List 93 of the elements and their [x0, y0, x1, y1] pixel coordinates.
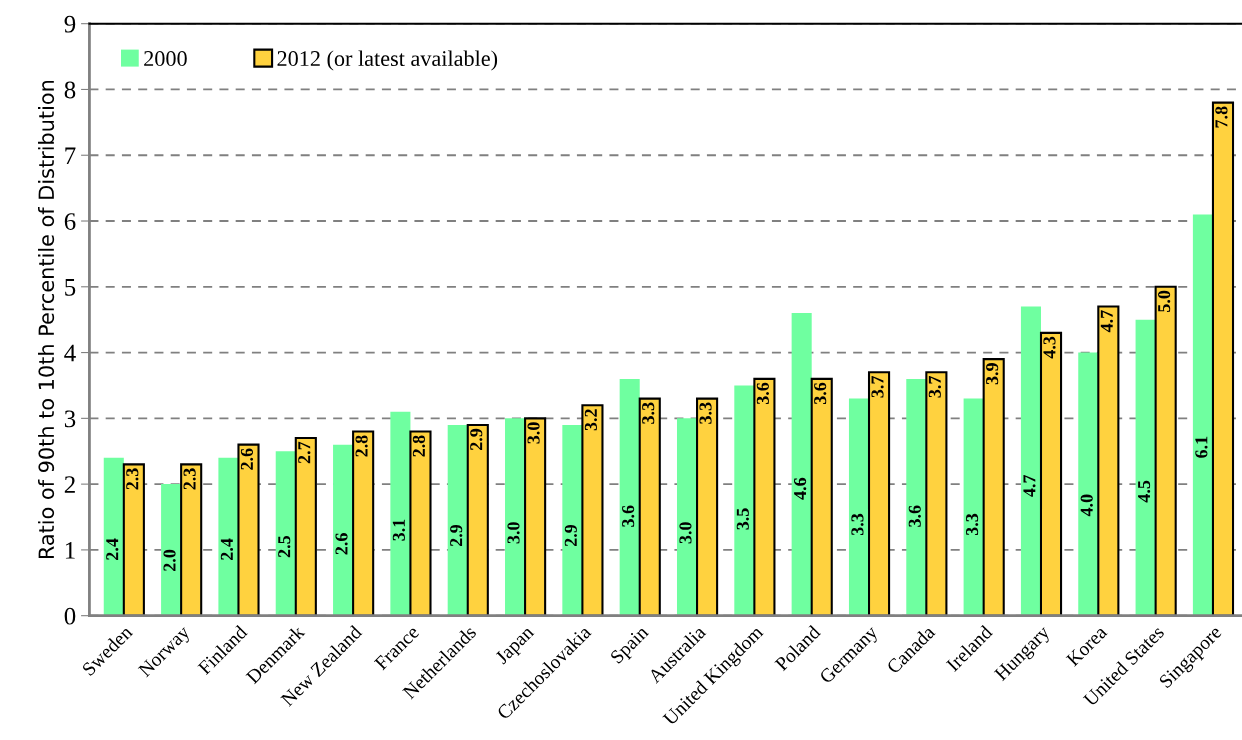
bar [1097, 305, 1120, 616]
data-label: 3.3 [966, 513, 979, 536]
y-tick-label: 1 [65, 542, 75, 559]
data-label: 2.7 [298, 441, 311, 464]
bar [103, 457, 124, 616]
data-label: 4.3 [1043, 336, 1056, 359]
data-label: 2.3 [126, 468, 139, 490]
data-label: 4.0 [1080, 494, 1093, 517]
data-label: 3.6 [622, 505, 635, 527]
data-label: 4.7 [1023, 474, 1036, 497]
data-label: 2.9 [470, 428, 483, 451]
bar [1154, 285, 1177, 616]
bar [963, 398, 984, 616]
data-label: 2.4 [106, 538, 119, 560]
data-label: 2.3 [183, 468, 196, 490]
bar [619, 378, 640, 616]
data-label: 3.7 [871, 376, 884, 398]
bar [734, 385, 755, 616]
bar [524, 417, 547, 616]
data-label: 3.0 [679, 522, 692, 544]
data-label: 3.6 [756, 382, 769, 405]
bar [237, 443, 260, 616]
bar [1192, 214, 1213, 616]
bar [906, 378, 927, 616]
data-label: 7.8 [1215, 106, 1228, 128]
bar [161, 484, 182, 616]
bar [275, 451, 296, 616]
bar [1078, 352, 1099, 616]
bar [867, 371, 891, 616]
bar [409, 430, 432, 616]
y-tick-label: 4 [64, 344, 76, 362]
bar [848, 398, 870, 616]
data-label: 2.9 [564, 524, 577, 547]
bar [581, 404, 604, 616]
data-label: 3.0 [507, 522, 520, 544]
data-label: 3.3 [642, 402, 655, 424]
data-label: 2.0 [163, 549, 176, 571]
bar [218, 457, 239, 616]
data-label: 3.5 [736, 508, 749, 530]
bar [1135, 319, 1156, 616]
data-label: 3.3 [851, 513, 864, 536]
data-label: 3.2 [584, 409, 598, 431]
data-label: 2.6 [335, 533, 348, 555]
bar [562, 424, 583, 616]
data-label: 3.7 [928, 376, 941, 398]
y-tick-label: 6 [64, 213, 76, 230]
y-tick-label: 9 [64, 15, 76, 33]
legend-label: 2012 (or latest available) [277, 50, 498, 71]
y-tick-label: 3 [64, 410, 76, 428]
y-tick-label: 5 [65, 279, 76, 296]
data-label: 3.9 [986, 363, 999, 385]
data-label: 6.1 [1195, 436, 1208, 458]
data-label: 5.0 [1158, 290, 1171, 312]
bar [466, 423, 489, 616]
y-axis-title: Ratio of 90th to 10th Percentile of Distribution [38, 80, 55, 559]
bar [294, 437, 317, 616]
bar [925, 371, 948, 616]
bar [696, 397, 719, 616]
data-label: 2.9 [450, 524, 463, 547]
bar [753, 377, 776, 616]
y-tick-label: 2 [64, 476, 75, 493]
data-label: 3.0 [527, 422, 540, 444]
legend-label: 2000 [144, 51, 187, 67]
data-label: 2.6 [240, 448, 254, 470]
bar [1020, 306, 1041, 616]
bar [333, 444, 354, 616]
y-tick-label: 8 [64, 81, 76, 99]
data-label: 4.6 [794, 477, 807, 500]
data-label: 3.6 [908, 505, 921, 527]
bar [1039, 331, 1063, 616]
bar [447, 424, 468, 616]
bar [810, 377, 833, 616]
data-label: 2.4 [220, 538, 234, 560]
bar [180, 463, 203, 616]
bar [505, 418, 526, 616]
bar [791, 313, 812, 616]
data-label: 4.7 [1100, 310, 1113, 333]
bar [1211, 101, 1235, 616]
bar [676, 418, 698, 616]
data-label: 2.8 [355, 435, 368, 457]
data-label: 4.5 [1138, 480, 1151, 503]
bar [352, 430, 375, 616]
data-label: 3.3 [699, 402, 712, 424]
bar [122, 463, 145, 616]
y-tick-label: 0 [64, 607, 76, 625]
data-label: 3.6 [814, 382, 827, 405]
data-label: 3.1 [392, 519, 405, 541]
bar [390, 411, 411, 616]
bar [638, 397, 661, 616]
y-tick-label: 7 [65, 147, 76, 164]
data-label: 2.8 [412, 435, 426, 457]
bar [982, 358, 1005, 616]
data-label: 2.5 [278, 535, 291, 558]
